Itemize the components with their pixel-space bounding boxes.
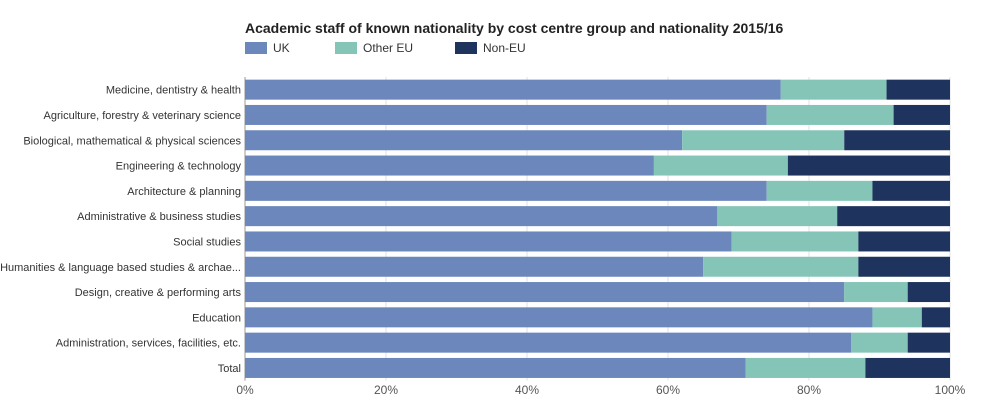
category-label: Agriculture, forestry & veterinary scien… [44,110,241,122]
legend-swatch-0 [245,42,267,54]
x-axis-ticks: 0% 20% 40% 60% 80% 100% [236,383,965,397]
category-label: Total [218,363,241,375]
category-label: Education [192,312,241,324]
chart-title: Academic staff of known nationality by c… [245,20,784,36]
x-tick-label: 20% [374,383,398,397]
bar-other-eu[interactable] [703,256,859,277]
bar-other-eu[interactable] [780,79,887,100]
bar-non-eu[interactable] [893,104,950,125]
bar-uk[interactable] [245,357,746,378]
bar-other-eu[interactable] [872,307,922,328]
gridlines [244,77,951,381]
bar-uk[interactable] [245,206,718,227]
legend-swatch-2 [455,42,477,54]
bar-non-eu[interactable] [865,357,950,378]
legend-label[interactable]: Non-EU [483,41,526,55]
bar-uk[interactable] [245,180,767,201]
legend-label[interactable]: UK [273,41,290,55]
category-label: Biological, mathematical & physical scie… [23,135,241,147]
category-label: Design, creative & performing arts [75,287,242,299]
legend-label[interactable]: Other EU [363,41,413,55]
category-label: Administration, services, facilities, et… [56,338,241,350]
legend-swatch-1 [335,42,357,54]
bar-other-eu[interactable] [653,155,788,176]
bar-non-eu[interactable] [858,256,950,277]
bar-uk[interactable] [245,155,654,176]
x-tick-label: 100% [935,383,966,397]
bar-non-eu[interactable] [921,307,950,328]
bar-non-eu[interactable] [886,79,950,100]
bar-non-eu[interactable] [837,206,950,227]
bar-uk[interactable] [245,79,781,100]
category-label: Architecture & planning [127,186,241,198]
bar-non-eu[interactable] [872,180,950,201]
bar-other-eu[interactable] [745,357,866,378]
bar-non-eu[interactable] [907,282,950,303]
category-label: Engineering & technology [116,161,242,173]
bar-non-eu[interactable] [844,130,950,151]
x-tick-label: 40% [515,383,539,397]
x-tick-label: 0% [236,383,254,397]
bar-non-eu[interactable] [907,332,950,353]
category-label: Medicine, dentistry & health [106,85,241,97]
category-label: Social studies [173,236,241,248]
bar-other-eu[interactable] [851,332,908,353]
bar-uk[interactable] [245,332,852,353]
bar-uk[interactable] [245,256,704,277]
category-labels: Medicine, dentistry & health Agriculture,… [0,85,241,375]
bar-uk[interactable] [245,104,767,125]
bars [245,79,950,378]
bar-uk[interactable] [245,130,683,151]
bar-other-eu[interactable] [844,282,908,303]
bar-uk[interactable] [245,282,845,303]
bar-other-eu[interactable] [766,180,873,201]
category-label: Humanities & language based studies & ar… [0,262,241,274]
x-tick-label: 80% [797,383,821,397]
x-tick-label: 60% [656,383,680,397]
legend: UK Other EU Non-EU [245,41,526,55]
category-label: Administrative & business studies [77,211,241,223]
bar-other-eu[interactable] [766,104,894,125]
bar-non-eu[interactable] [858,231,950,252]
bar-uk[interactable] [245,307,873,328]
bar-non-eu[interactable] [787,155,950,176]
bar-other-eu[interactable] [682,130,845,151]
bar-other-eu[interactable] [731,231,859,252]
bar-other-eu[interactable] [717,206,838,227]
bar-uk[interactable] [245,231,732,252]
